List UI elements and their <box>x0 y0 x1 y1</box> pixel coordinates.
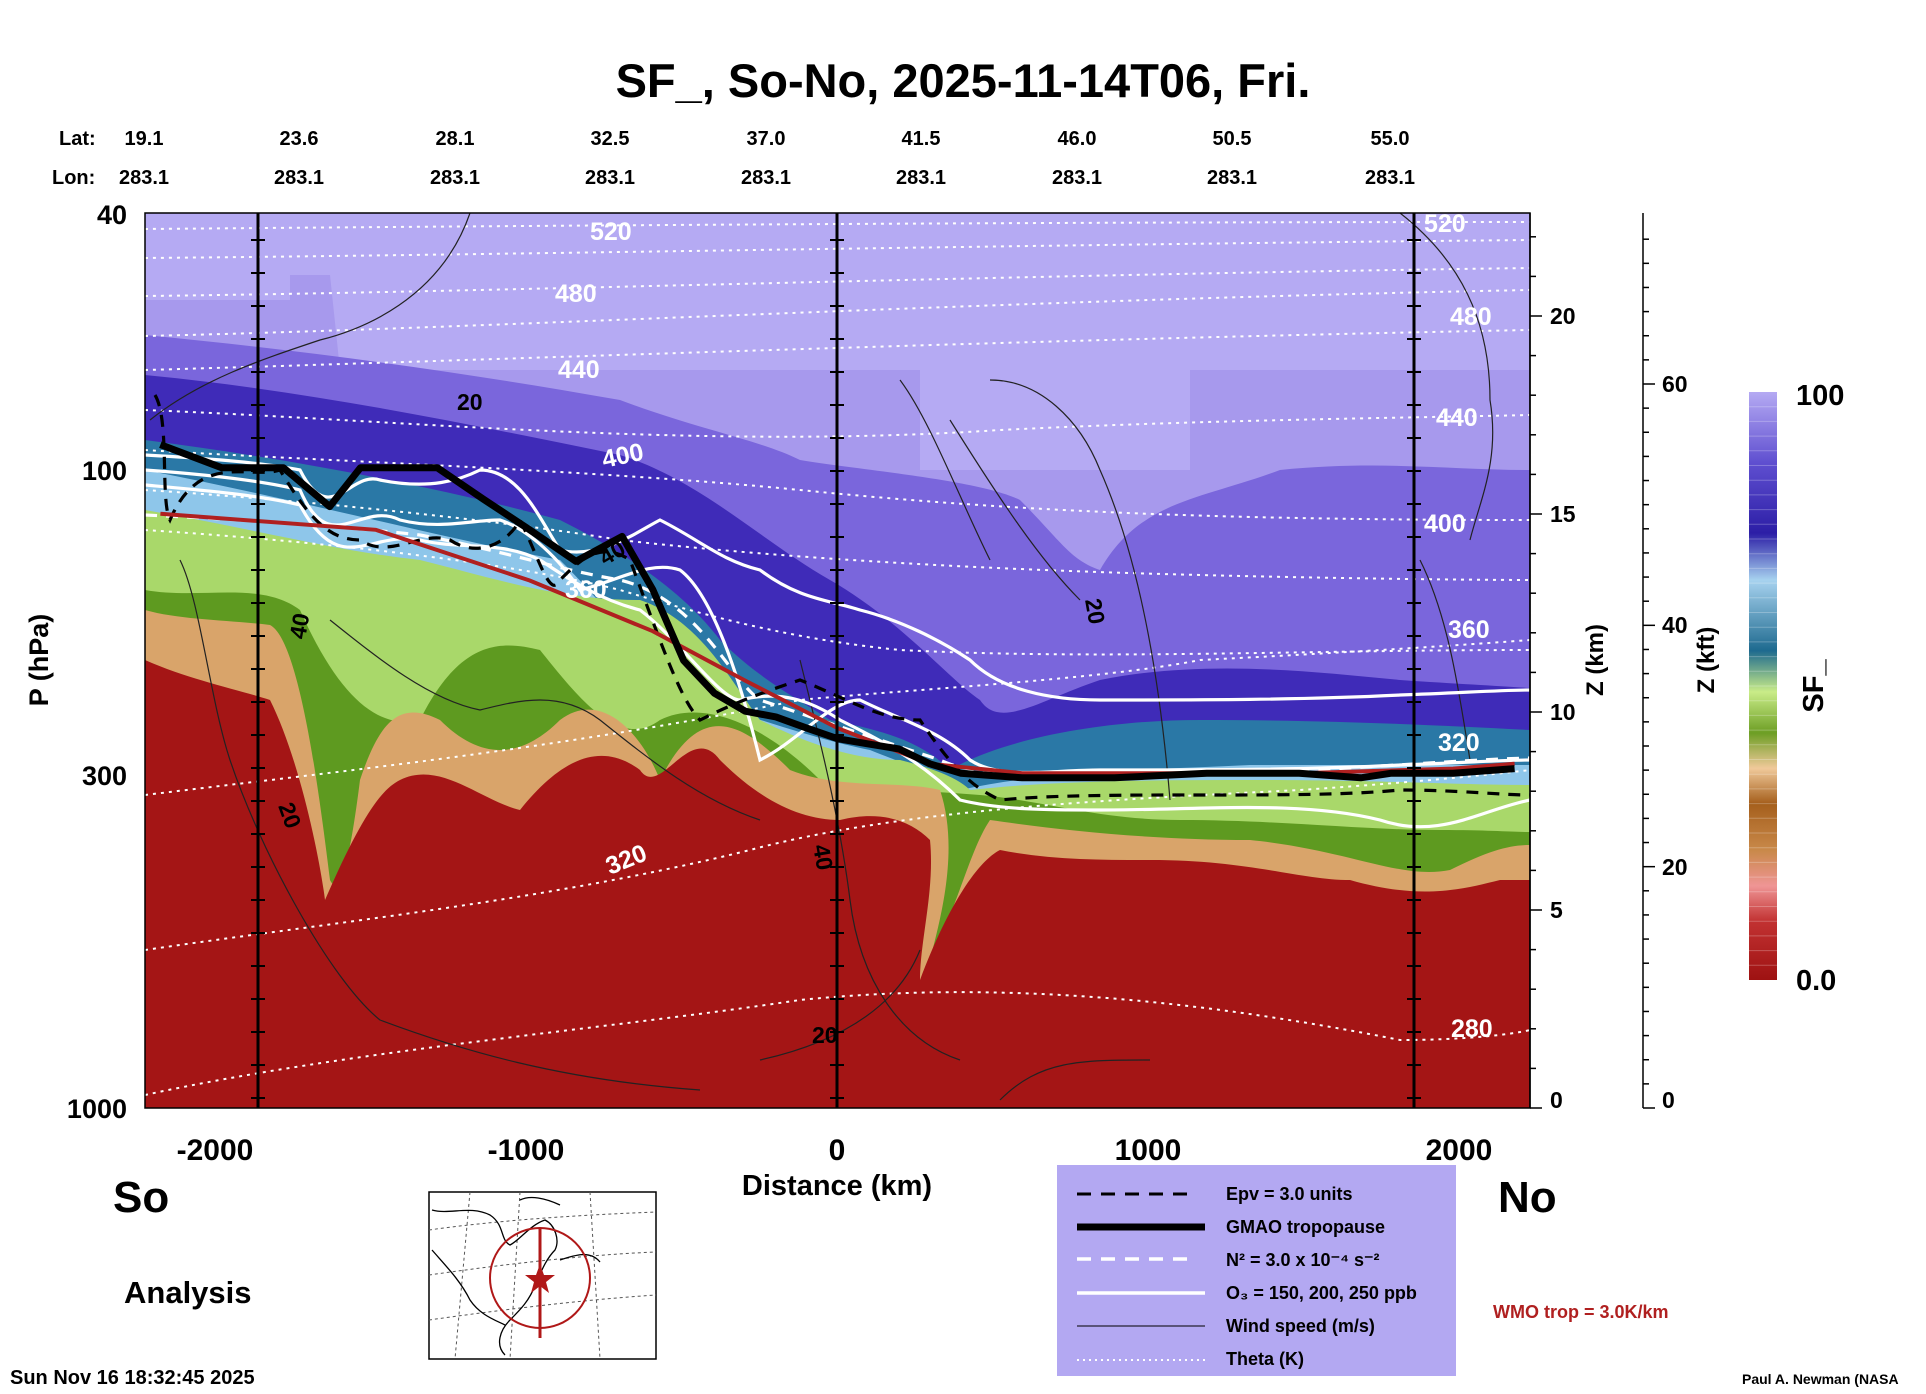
legend-label: N² = 3.0 x 10⁻⁴ s⁻² <box>1226 1250 1379 1270</box>
z-km-tick-label: 10 <box>1550 699 1576 725</box>
wmo-trop-label: WMO trop = 3.0K/km <box>1493 1302 1669 1322</box>
theta-label: 520 <box>590 218 632 246</box>
x-tick-label: 1000 <box>1115 1134 1182 1167</box>
lat-tick-label: 28.1 <box>436 128 475 150</box>
lon-tick-label: 283.1 <box>1365 167 1415 189</box>
x-tick-label: -1000 <box>488 1134 565 1167</box>
x-ticks: -2000 -1000 0 1000 2000 <box>177 1134 1493 1167</box>
y-tick-label: 1000 <box>67 1094 127 1124</box>
theta-label: 360 <box>565 576 607 604</box>
z-km-tick-label: 20 <box>1550 303 1576 329</box>
lon-tick-label: 283.1 <box>274 167 324 189</box>
theta-label: 480 <box>555 280 597 308</box>
z-kft-tick-label: 0 <box>1662 1087 1675 1113</box>
legend-label: Theta (K) <box>1226 1349 1304 1369</box>
x-tick-label: -2000 <box>177 1134 254 1167</box>
z-km-axis-label: Z (km) <box>1582 624 1609 696</box>
lon-label: Lon: <box>52 167 95 189</box>
gmao-tropopause-line <box>159 441 1515 782</box>
legend-label: O₃ = 150, 200, 250 ppb <box>1226 1283 1417 1303</box>
theta-label: 320 <box>1438 729 1480 757</box>
wind-contours <box>149 213 1494 1101</box>
z-km-tick-label: 5 <box>1550 897 1563 923</box>
legend-label: Wind speed (m/s) <box>1226 1316 1375 1336</box>
lon-tick-label: 283.1 <box>585 167 635 189</box>
z-kft-tick-label: 60 <box>1662 371 1688 397</box>
lon-tick-label: 283.1 <box>1052 167 1102 189</box>
colorbar-max-label: 100 <box>1796 380 1844 412</box>
lat-lon-ticks: 19.1 283.1 23.6 283.1 28.1 283.1 32.5 283.1 37.0… <box>119 128 1415 189</box>
y-tick-label: 40 <box>97 200 127 230</box>
z-km-tick-label: 15 <box>1550 501 1576 527</box>
marker-ticks <box>251 239 1421 1099</box>
south-label: So <box>113 1173 169 1222</box>
z-kft-axis-label: Z (kft) <box>1693 627 1720 694</box>
lon-tick-label: 283.1 <box>1207 167 1257 189</box>
lat-label: Lat: <box>59 128 96 150</box>
inset-star <box>525 1264 555 1293</box>
section-markers <box>256 213 1416 1108</box>
legend: Epv = 3.0 units GMAO tropopause N² = 3.0… <box>1057 1165 1456 1376</box>
lat-tick-label: 50.5 <box>1213 128 1252 150</box>
theta-label: 360 <box>1448 616 1490 644</box>
legend-label: GMAO tropopause <box>1226 1217 1385 1237</box>
x-tick-label: 2000 <box>1426 1134 1493 1167</box>
x-axis-label: Distance (km) <box>742 1170 932 1202</box>
chart-title: SF_, So-No, 2025-11-14T06, Fri. <box>616 54 1311 107</box>
epv-contour <box>153 394 1530 802</box>
lon-tick-label: 283.1 <box>741 167 791 189</box>
timestamp: Sun Nov 16 18:32:45 2025 <box>10 1367 255 1389</box>
lon-tick-label: 283.1 <box>896 167 946 189</box>
y-ticks: 40 100 300 1000 <box>67 200 127 1124</box>
y-tick-label: 300 <box>82 761 127 791</box>
credit: Paul A. Newman (NASA <box>1742 1371 1899 1387</box>
z-km-tick-label: 0 <box>1550 1087 1563 1113</box>
theta-label: 280 <box>1451 1015 1493 1043</box>
colorbar-title: SF_ <box>1798 659 1830 713</box>
lon-tick-label: 283.1 <box>119 167 169 189</box>
lat-tick-label: 55.0 <box>1371 128 1410 150</box>
lon-tick-label: 283.1 <box>430 167 480 189</box>
y-axis-label: P (hPa) <box>24 614 54 707</box>
legend-label: Epv = 3.0 units <box>1226 1184 1353 1204</box>
z-km-ticks <box>1530 236 1542 1109</box>
legend-box <box>1057 1165 1456 1376</box>
theta-label: 480 <box>1450 303 1492 331</box>
north-label: No <box>1498 1173 1557 1222</box>
z-kft-tick-labels: 0 20 40 60 <box>1662 371 1688 1113</box>
z-km-tick-labels: 0 5 10 15 20 <box>1550 303 1576 1113</box>
lat-tick-label: 32.5 <box>591 128 630 150</box>
z-kft-tick-label: 20 <box>1662 854 1688 880</box>
wind-label: 20 <box>812 1022 838 1048</box>
lat-tick-label: 46.0 <box>1058 128 1097 150</box>
theta-label: 440 <box>1436 404 1478 432</box>
colorbar-bands <box>1749 406 1777 966</box>
theta-label: 400 <box>1424 510 1466 538</box>
lat-tick-label: 41.5 <box>902 128 941 150</box>
theta-label: 440 <box>558 356 600 384</box>
lat-tick-label: 37.0 <box>747 128 786 150</box>
inset-map <box>428 1191 657 1360</box>
lat-tick-label: 23.6 <box>280 128 319 150</box>
lat-tick-label: 19.1 <box>125 128 164 150</box>
wind-label: 20 <box>457 389 483 415</box>
y-tick-label: 100 <box>82 456 127 486</box>
z-kft-tick-label: 40 <box>1662 612 1688 638</box>
theta-label: 520 <box>1424 210 1466 238</box>
colorbar <box>1749 392 1777 980</box>
analysis-label: Analysis <box>124 1275 252 1310</box>
plot-area: 520 480 440 400 360 320 520 480 440 400 … <box>145 210 1530 1108</box>
colorbar-min-label: 0.0 <box>1796 965 1836 997</box>
wind-label: 20 <box>1080 596 1110 626</box>
z-kft-ticks <box>1643 238 1655 1109</box>
x-tick-label: 0 <box>829 1134 846 1167</box>
theta-contours <box>145 221 1530 1096</box>
wind-label: 40 <box>284 611 314 641</box>
north-america-outline <box>431 1196 601 1356</box>
